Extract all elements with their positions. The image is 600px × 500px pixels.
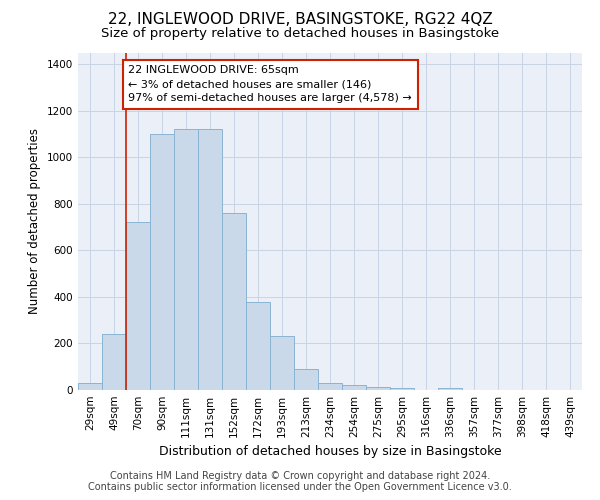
Bar xyxy=(222,213,246,390)
Text: Size of property relative to detached houses in Basingstoke: Size of property relative to detached ho… xyxy=(101,28,499,40)
Text: Contains HM Land Registry data © Crown copyright and database right 2024.
Contai: Contains HM Land Registry data © Crown c… xyxy=(88,471,512,492)
Bar xyxy=(294,369,318,390)
Bar xyxy=(366,386,390,390)
X-axis label: Distribution of detached houses by size in Basingstoke: Distribution of detached houses by size … xyxy=(158,446,502,458)
Bar xyxy=(342,386,366,390)
Bar xyxy=(174,130,198,390)
Bar xyxy=(102,334,126,390)
Bar xyxy=(318,383,342,390)
Bar xyxy=(270,336,294,390)
Bar xyxy=(246,302,270,390)
Text: 22 INGLEWOOD DRIVE: 65sqm
← 3% of detached houses are smaller (146)
97% of semi-: 22 INGLEWOOD DRIVE: 65sqm ← 3% of detach… xyxy=(128,66,412,104)
Bar xyxy=(198,130,222,390)
Bar xyxy=(78,383,102,390)
Text: 22, INGLEWOOD DRIVE, BASINGSTOKE, RG22 4QZ: 22, INGLEWOOD DRIVE, BASINGSTOKE, RG22 4… xyxy=(107,12,493,28)
Bar xyxy=(150,134,174,390)
Y-axis label: Number of detached properties: Number of detached properties xyxy=(28,128,41,314)
Bar xyxy=(390,388,414,390)
Bar xyxy=(126,222,150,390)
Bar xyxy=(438,388,462,390)
